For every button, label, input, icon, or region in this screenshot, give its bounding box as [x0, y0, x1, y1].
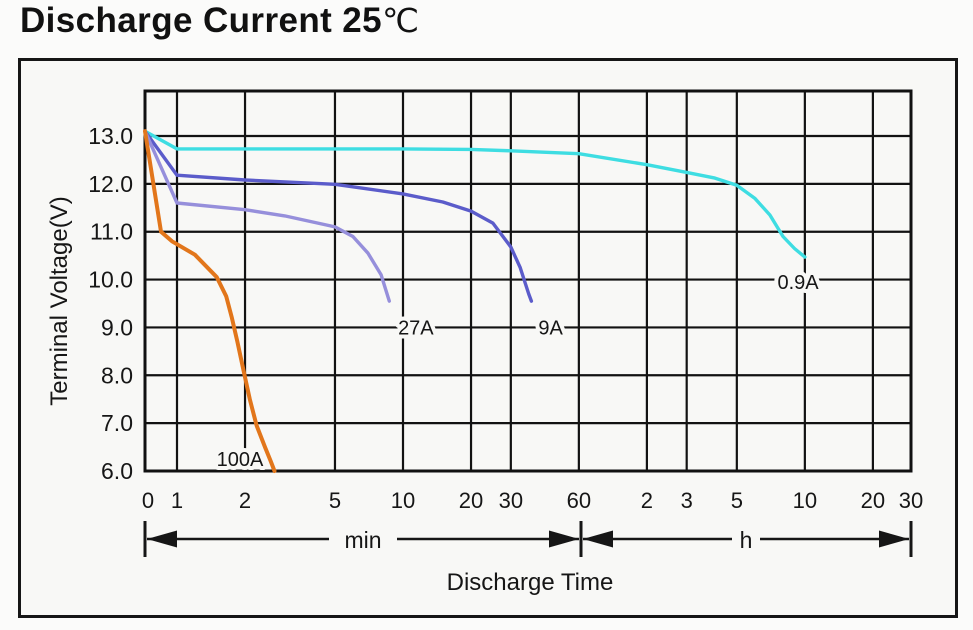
x-tick-label: 5 [731, 488, 743, 513]
x-tick-label: 10 [391, 488, 415, 513]
y-tick-label: 13.0 [88, 123, 133, 149]
chart-title: Discharge Current 25℃ [20, 1, 420, 41]
curves [143, 129, 807, 473]
y-tick-label: 12.0 [88, 171, 133, 197]
h-arrow-left-icon [583, 530, 613, 548]
figure-border [18, 58, 958, 618]
y-tick-labels: 13.0 12.0 11.0 10.0 9.0 8.0 7.0 6.0 [88, 123, 133, 484]
curve-labels: 0.9A 9A 27A 100A [213, 268, 824, 475]
curve-9A [143, 129, 534, 303]
y-tick-label: 7.0 [101, 410, 133, 436]
y-tick-label: 6.0 [101, 458, 133, 484]
x-tick-label: 60 [567, 488, 591, 513]
y-axis-title: Terminal Voltage(V) [46, 196, 73, 405]
x-tick-label: 3 [681, 488, 693, 513]
x-tick-label: 2 [641, 488, 653, 513]
unit-label-h: h [740, 527, 753, 553]
chart-title-text: Discharge Current 25 [20, 1, 383, 40]
h-label-backing [732, 525, 760, 552]
curve-label-100A: 100A [217, 449, 264, 471]
curve-label-9A: 9A [538, 317, 563, 339]
x-tick-label: 20 [861, 488, 885, 513]
x-tick-label: 30 [899, 488, 923, 513]
min-label-backing [329, 525, 397, 552]
x-tick-label: 0 [142, 488, 154, 513]
curve-0.9A [143, 129, 807, 259]
x-tick-label: 5 [329, 488, 341, 513]
y-tick-label: 11.0 [90, 219, 133, 245]
x-tick-label: 1 [171, 488, 183, 513]
min-arrow-right-icon [549, 530, 579, 548]
h-arrow-right-icon [879, 530, 909, 548]
curve-label-0.9A: 0.9A [778, 272, 820, 294]
curve-27A [143, 129, 391, 303]
degree-celsius-symbol: ℃ [382, 2, 420, 39]
curve-label-27A: 27A [398, 317, 434, 339]
curve-100A [143, 129, 277, 473]
x-tick-labels: 0 1 2 5 10 20 30 60 2 3 5 10 20 30 [142, 488, 923, 513]
x-tick-label: 2 [239, 488, 251, 513]
y-tick-label: 9.0 [101, 314, 133, 340]
x-tick-label: 30 [499, 488, 523, 513]
x-tick-label: 20 [459, 488, 483, 513]
y-tick-label: 10.0 [88, 267, 133, 293]
x-unit-ruler: min h [143, 521, 913, 557]
y-tick-label: 8.0 [101, 362, 133, 388]
plot-frame [143, 89, 913, 473]
x-tick-label: 10 [793, 488, 817, 513]
x-axis-title: Discharge Time [447, 569, 614, 596]
min-arrow-left-icon [147, 530, 177, 548]
unit-label-min: min [344, 527, 381, 553]
